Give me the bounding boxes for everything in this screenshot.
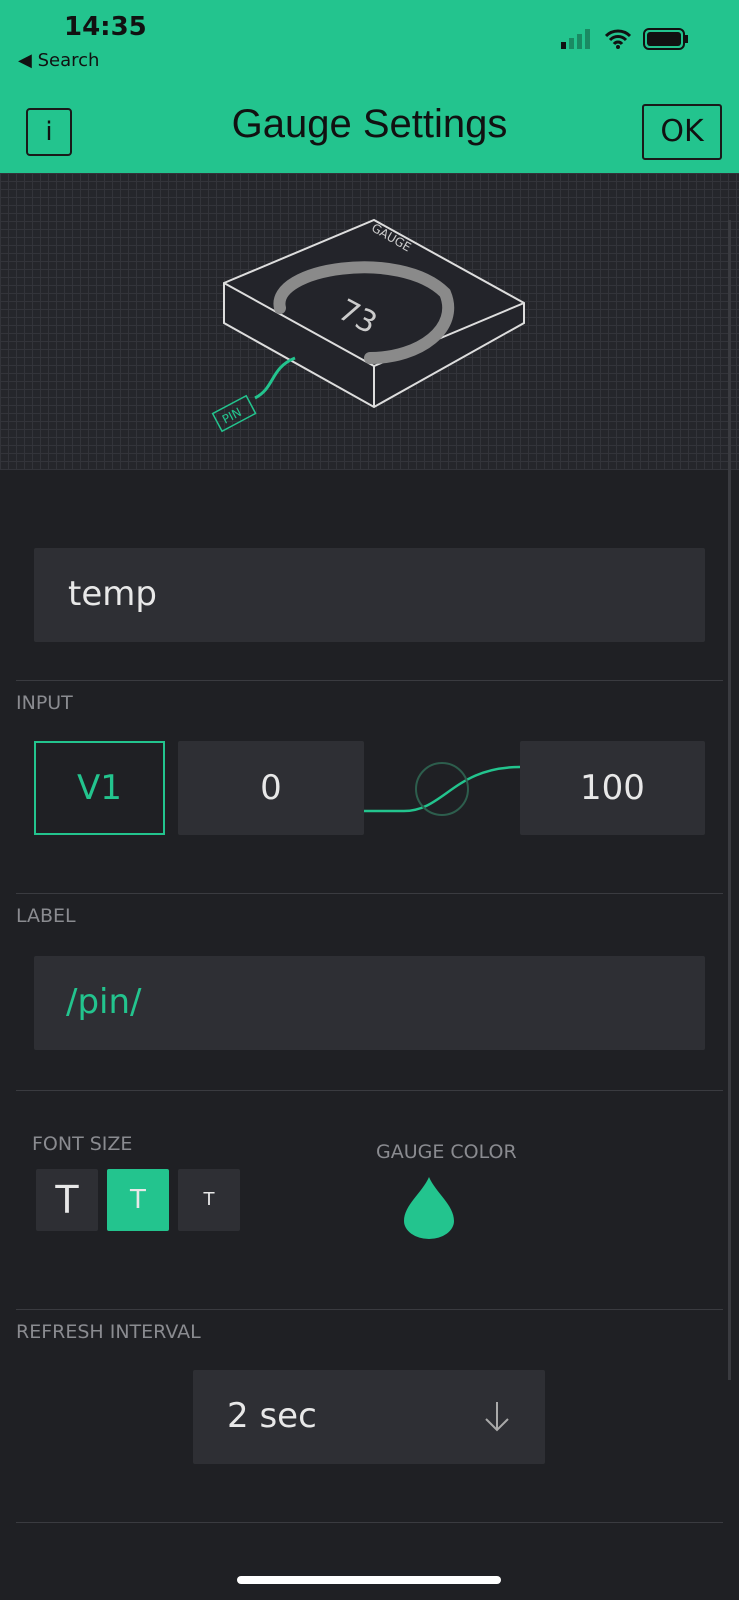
font-size-label: FONT SIZE	[32, 1133, 133, 1155]
font-size-medium[interactable]: T	[107, 1169, 169, 1231]
divider	[16, 1090, 723, 1091]
widget-name-input[interactable]: temp	[34, 548, 705, 642]
pin-select-button[interactable]: V1	[34, 741, 165, 835]
battery-icon	[643, 28, 688, 50]
label-value: /pin/	[66, 982, 142, 1022]
scrollbar[interactable]	[728, 220, 731, 1380]
status-icons	[561, 28, 689, 50]
input-section-label: INPUT	[16, 692, 73, 714]
ok-button[interactable]: OK	[642, 104, 722, 160]
status-time: 14:35	[64, 12, 147, 42]
divider	[16, 1522, 723, 1523]
font-size-large[interactable]: T	[36, 1169, 98, 1231]
signal-icon	[561, 29, 590, 49]
name-value: temp	[68, 574, 157, 614]
divider	[16, 1309, 723, 1310]
arrow-down-icon	[485, 1402, 509, 1432]
label-section-label: LABEL	[16, 905, 76, 927]
max-value-input[interactable]: 100	[520, 741, 705, 835]
back-to-search[interactable]: ◀ Search	[18, 50, 100, 71]
info-button[interactable]: i	[26, 108, 72, 156]
gauge-illustration: 73 GAUGE PIN	[211, 218, 525, 433]
header: 14:35 ◀ Search i Gauge Settings OK	[0, 0, 739, 173]
refresh-value: 2 sec	[227, 1396, 317, 1436]
label-input[interactable]: /pin/	[34, 956, 705, 1050]
gauge-color-label: GAUGE COLOR	[376, 1141, 517, 1163]
gauge-color-drop-icon[interactable]	[402, 1175, 456, 1239]
home-indicator	[237, 1576, 501, 1584]
refresh-interval-label: REFRESH INTERVAL	[16, 1321, 201, 1343]
divider	[16, 680, 723, 681]
font-size-small[interactable]: T	[178, 1169, 240, 1231]
refresh-interval-select[interactable]: 2 sec	[193, 1370, 545, 1464]
divider	[16, 893, 723, 894]
wifi-icon	[605, 29, 631, 49]
mapping-curve-icon	[364, 762, 520, 816]
min-value-input[interactable]: 0	[178, 741, 364, 835]
widget-preview: 73 GAUGE PIN	[0, 173, 739, 470]
page-title: Gauge Settings	[231, 102, 508, 146]
